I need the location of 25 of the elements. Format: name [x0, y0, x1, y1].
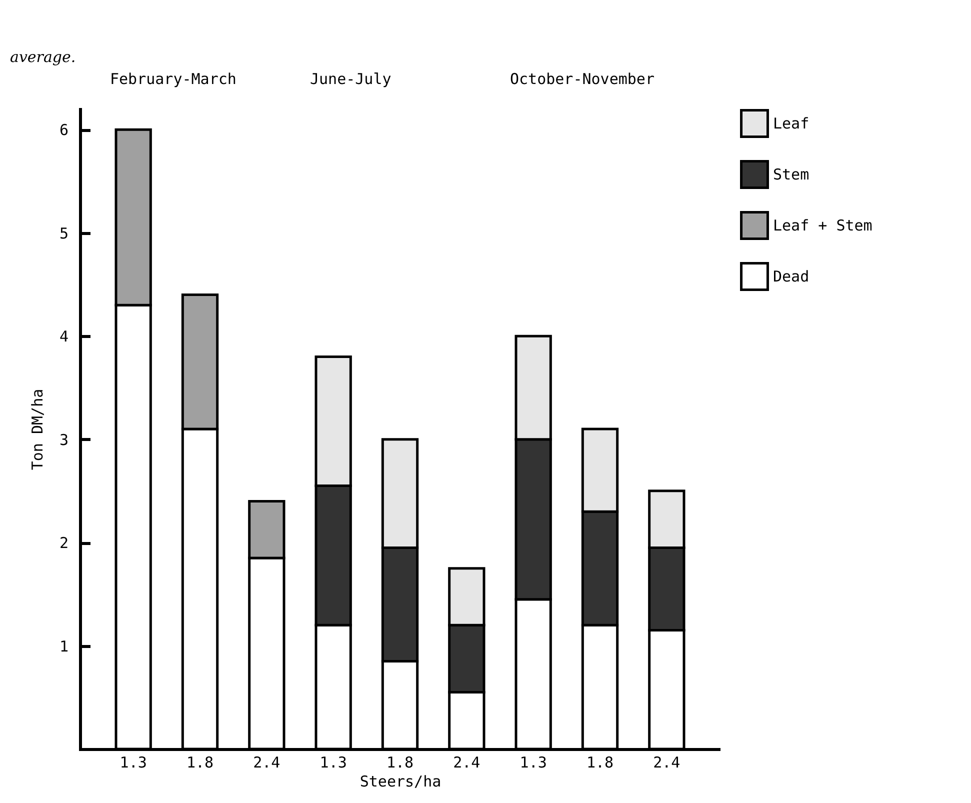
y-tick-label: 2 — [59, 534, 68, 552]
y-axis-title: Ton DM/ha — [28, 388, 46, 470]
legend-label: Leaf — [773, 114, 810, 132]
text: average. — [10, 48, 76, 66]
x-axis-title: Steers/ha — [360, 772, 442, 790]
x-tick-label: 1.8 — [186, 754, 214, 772]
x-tick-label: 1.8 — [586, 754, 614, 772]
legend-label: Dead — [773, 268, 810, 286]
text: October-November — [510, 70, 654, 88]
x-tick-label: 2.4 — [253, 754, 280, 772]
text: February-March — [110, 70, 236, 88]
y-tick-label: 6 — [59, 121, 68, 140]
legend-label: Stem — [773, 166, 810, 184]
y-tick-label: 1 — [59, 637, 68, 656]
x-tick-label: 1.3 — [320, 754, 347, 772]
legend-label: Leaf + Stem — [773, 216, 872, 234]
x-tick-label: 1.3 — [520, 754, 547, 772]
x-tick-label: 1.8 — [386, 754, 414, 772]
x-tick-label: 1.3 — [120, 754, 147, 772]
y-tick-label: 3 — [59, 430, 68, 449]
y-tick-label: 4 — [59, 328, 68, 346]
y-tick-label: 5 — [59, 224, 68, 242]
text: June-July — [310, 70, 392, 88]
x-tick-label: 2.4 — [453, 754, 480, 772]
x-tick-label: 2.4 — [653, 754, 680, 772]
